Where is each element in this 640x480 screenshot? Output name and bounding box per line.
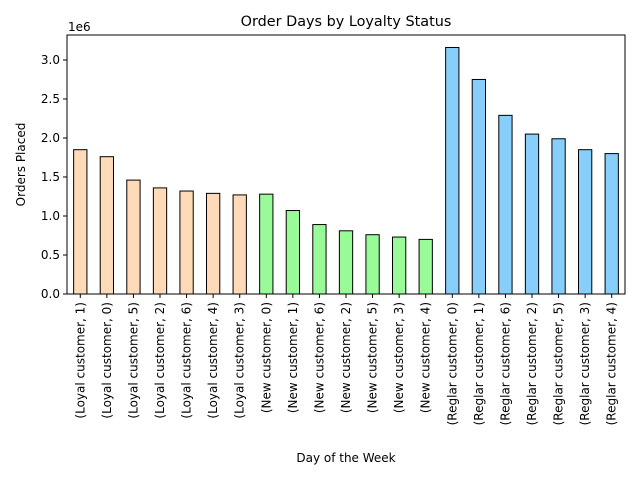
bar (73, 149, 88, 295)
bar (471, 78, 486, 295)
x-tick-label: (Reglar customer, 2) (525, 302, 539, 425)
bar (338, 230, 354, 295)
y-tick-label: 1.0 (41, 209, 60, 223)
x-tick-label: (Loyal customer, 4) (206, 302, 220, 419)
x-tick-label: (Loyal customer, 2) (153, 302, 167, 419)
bar (179, 190, 194, 295)
bar (126, 179, 141, 295)
y-tick-label: 0.0 (41, 287, 60, 301)
x-tick-label: (Reglar customer, 3) (578, 302, 592, 425)
bar (578, 149, 593, 295)
x-tick-label: (New customer, 6) (312, 302, 326, 413)
x-tick-label: (Loyal customer, 3) (233, 302, 247, 419)
bar (365, 234, 380, 295)
x-tick-label: (New customer, 1) (286, 302, 300, 413)
x-tick-label: (New customer, 4) (419, 302, 433, 413)
bar (285, 210, 300, 295)
x-tick-label: (Loyal customer, 0) (100, 302, 114, 419)
x-tick-label: (Loyal customer, 6) (180, 302, 194, 419)
x-tick-label: (New customer, 3) (392, 302, 406, 413)
x-tick-label: (Loyal customer, 5) (126, 302, 140, 419)
bar (392, 236, 407, 295)
bar (206, 192, 221, 295)
x-tick-label: (Loyal customer, 1) (73, 302, 87, 419)
x-tick-label: (Reglar customer, 5) (552, 302, 566, 425)
x-tick-label: (Reglar customer, 4) (605, 302, 619, 425)
y-tick-label: 2.0 (41, 131, 60, 145)
x-tick-label: (Reglar customer, 6) (498, 302, 512, 425)
chart-title: Order Days by Loyalty Status (241, 14, 452, 30)
bar (604, 153, 619, 295)
x-tick-label: (New customer, 0) (259, 302, 273, 413)
y-axis: 0.0 0.5 1.0 1.5 2.0 2.5 3.0 (41, 53, 67, 301)
x-axis-label: Day of the Week (296, 451, 395, 465)
bar (418, 238, 433, 295)
bar (99, 156, 114, 295)
bar (312, 224, 327, 295)
y-tick-label: 1.5 (41, 170, 60, 184)
plot-frame (66, 34, 626, 295)
bar (524, 133, 540, 295)
y-axis-offset-label: 1e6 (68, 20, 91, 34)
x-axis: (Loyal customer, 1) (Loyal customer, 0) (L… (73, 294, 619, 425)
bar (445, 46, 460, 295)
x-tick-label: (New customer, 5) (366, 302, 380, 413)
bar (259, 193, 274, 295)
bar-series (73, 46, 619, 295)
bar (232, 194, 247, 295)
y-tick-label: 0.5 (41, 248, 60, 262)
y-axis-label: Orders Placed (14, 123, 28, 207)
bar (551, 138, 566, 295)
x-tick-label: (Reglar customer, 1) (472, 302, 486, 425)
x-tick-label: (New customer, 2) (339, 302, 353, 413)
y-tick-label: 2.5 (41, 92, 60, 106)
bar (498, 114, 513, 295)
bar (152, 187, 168, 295)
x-tick-label: (Reglar customer, 0) (445, 302, 459, 425)
y-tick-label: 3.0 (41, 53, 60, 67)
